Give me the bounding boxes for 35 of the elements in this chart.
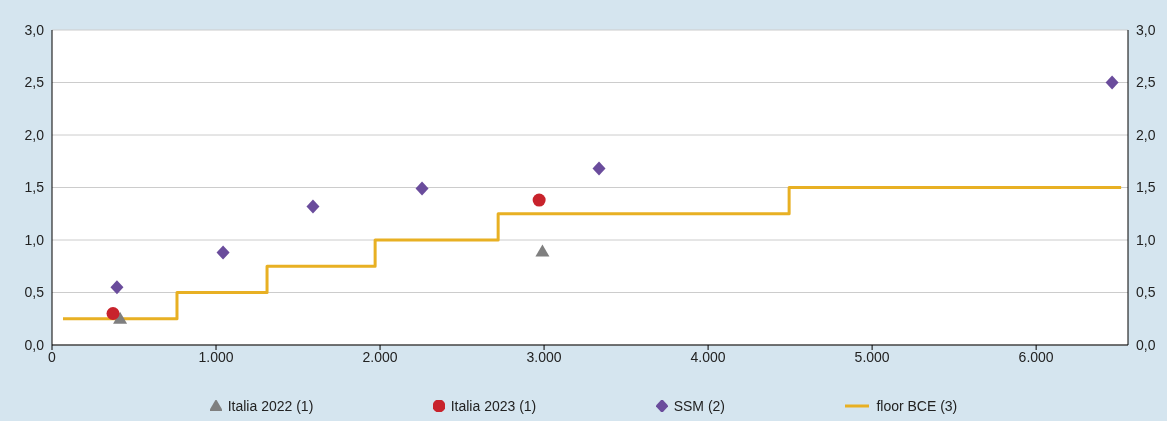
- y2-tick-label: 3,0: [1136, 21, 1156, 38]
- legend-label: Italia 2023 (1): [450, 398, 537, 414]
- y2-tick-label: 2,5: [1136, 74, 1156, 91]
- x-tick-label: 1.000: [198, 348, 234, 365]
- legend-label: floor BCE (3): [876, 398, 958, 414]
- x-tick-label: 5.000: [854, 348, 890, 365]
- point: [306, 199, 320, 214]
- y-tick-label: 1,5: [24, 179, 45, 196]
- x-tick-label: 4.000: [690, 348, 726, 365]
- point: [216, 245, 230, 260]
- y-tick-label: 0,5: [24, 284, 45, 301]
- y2-tick-label: 1,5: [1136, 179, 1156, 196]
- y-tick-label: 2,0: [24, 126, 45, 143]
- point: [415, 181, 429, 196]
- y-tick-label: 2,5: [24, 74, 45, 91]
- x-tick-label: 6.000: [1018, 348, 1054, 365]
- y-tick-label: 3,0: [24, 21, 45, 38]
- point: [535, 244, 550, 257]
- point: [1105, 75, 1119, 90]
- y-tick-label: 0,0: [24, 336, 45, 353]
- point: [113, 311, 128, 324]
- y2-tick-label: 1,0: [1136, 231, 1156, 248]
- x-tick-label: 2.000: [362, 348, 398, 365]
- point: [106, 307, 120, 320]
- point: [592, 161, 606, 176]
- legend-label: Italia 2022 (1): [227, 398, 314, 414]
- y2-tick-label: 0,0: [1136, 336, 1156, 353]
- legend-label: SSM (2): [673, 398, 725, 414]
- y-tick-label: 1,0: [24, 231, 45, 248]
- y2-tick-label: 0,5: [1136, 284, 1156, 301]
- point: [110, 280, 124, 295]
- x-tick-label: 0: [48, 348, 57, 365]
- y2-tick-label: 2,0: [1136, 126, 1156, 143]
- point: [532, 193, 546, 207]
- x-tick-label: 3.000: [526, 348, 562, 365]
